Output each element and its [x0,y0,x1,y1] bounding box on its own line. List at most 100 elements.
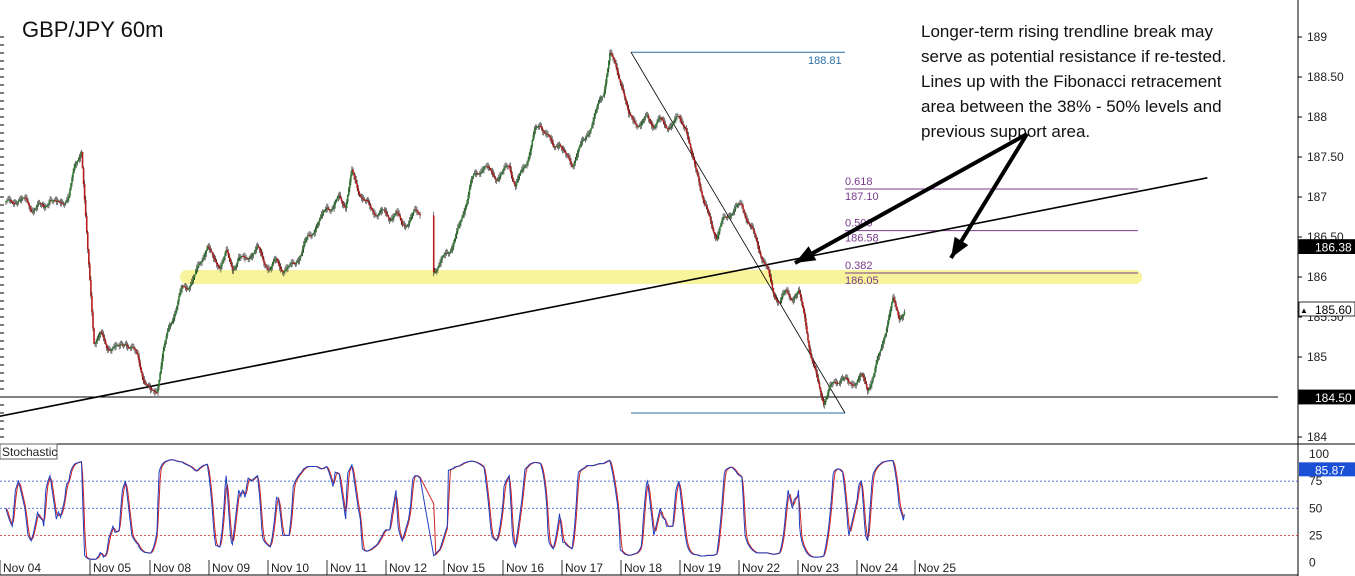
candle-body [637,125,639,127]
candle-body [631,115,633,118]
candle-body [398,213,400,216]
candle-body [140,367,143,373]
candle-body [782,294,784,297]
candle-body [164,340,167,346]
candle-body [528,156,530,161]
candle-body [605,76,608,84]
candle-body [307,235,309,237]
candle-body [770,277,773,283]
candle-body [504,166,506,169]
candle-body [124,344,127,346]
candle-body [381,209,384,211]
candle-body [158,380,160,387]
candle-body [68,196,70,199]
candle-body [373,212,375,214]
candle-body [113,346,115,348]
candle-body [272,261,275,264]
candle-body [548,134,550,137]
candle-body [168,325,171,329]
candle-body [180,288,182,293]
candle-body [126,345,129,347]
candle-body [205,250,208,254]
candle-body [719,227,721,232]
candle-body [709,216,712,221]
stoch-series-d [5,459,905,560]
candle-body [97,337,100,340]
candle-body [495,179,498,181]
candle-body [19,199,22,201]
candle-body [822,401,825,405]
candle-body [228,254,231,259]
fib-price-label: 186.58 [845,233,879,245]
price-label-text: 185.60 [1315,303,1352,317]
candle-body [644,116,647,118]
candle-body [382,209,385,211]
candle-body [850,383,852,385]
candle-body [682,124,685,126]
candle-body [259,249,262,253]
candle-body [258,247,261,250]
fib-price-label: 187.10 [845,191,879,203]
candle-body [612,55,614,58]
candle-body [33,210,36,212]
candle-body [520,170,523,172]
candle-body [578,146,581,150]
candle-body [95,341,97,344]
candle-body [493,175,496,178]
x-tick-label: Nov 18 [624,561,662,575]
candle-body [674,119,676,122]
candle-body [501,172,503,175]
candle-body [408,220,411,224]
candle-body [396,211,398,213]
candle-body [341,201,344,204]
candle-body [668,127,671,129]
candle-body [254,249,257,252]
candle-body [711,224,714,229]
candle-body [302,244,305,249]
candle-body [750,225,753,227]
candle-body [569,158,571,162]
candle-body [623,92,626,97]
candle-body [51,200,53,202]
candle-body [809,346,811,353]
candle-body [470,178,473,184]
candle-body [706,206,709,210]
candle-body [804,312,806,318]
candle-body [838,382,841,384]
candle-body [435,270,437,272]
candle-body [274,259,277,261]
candle-body [405,225,408,227]
candle-body [123,344,126,346]
candle-body [406,225,409,227]
candle-body [484,166,486,168]
candle-body [281,271,284,273]
candle-body [73,167,75,173]
candle-body [659,117,661,119]
candle-body [187,288,190,290]
candle-body [255,247,258,250]
candle-body [218,266,220,268]
candle-body [840,379,843,382]
candle-body [496,179,499,181]
candle-body [510,170,513,175]
candle-body [552,142,555,147]
candle-body [453,238,456,244]
candle-body [96,339,99,342]
candle-body [641,121,644,125]
candle-body [248,258,251,260]
stoch-y-tick-label: 75 [1309,474,1323,488]
candle-body [251,255,254,257]
candle-body [415,209,417,211]
candle-body [678,116,680,118]
candle-body [159,372,161,381]
candle-body [63,203,66,205]
candle-body [27,200,29,204]
candle-body [799,293,802,298]
candle-body [690,148,693,154]
candle-body [687,135,690,140]
candle-body [12,202,15,204]
price-label-text: 186.38 [1315,241,1352,255]
candle-body [805,317,807,326]
candle-body [277,261,280,265]
candle-body [238,257,241,259]
